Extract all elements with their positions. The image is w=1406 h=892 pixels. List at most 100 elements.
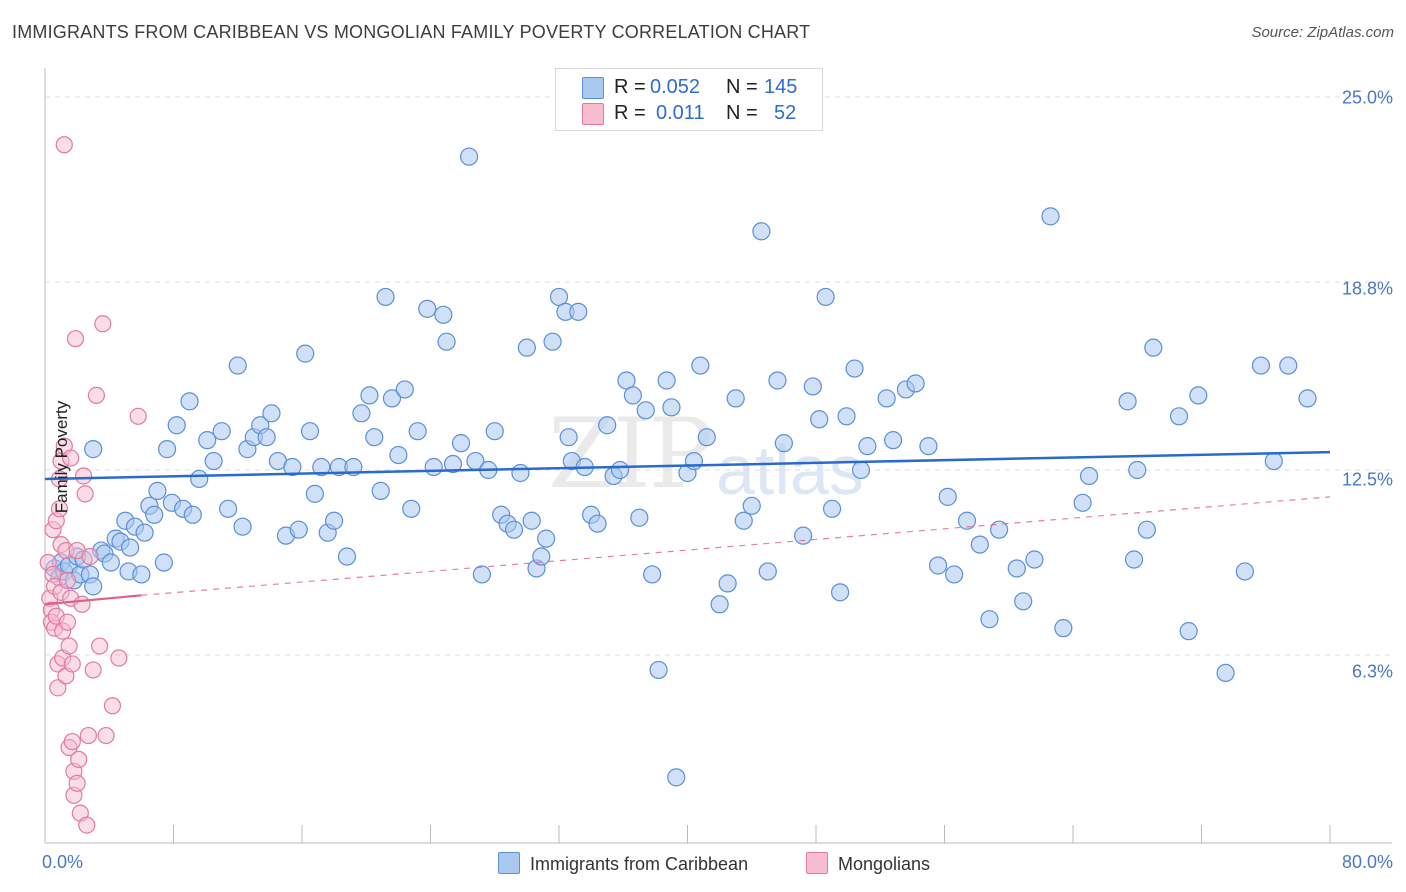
data-point-caribbean [289,520,308,539]
data-point-caribbean [522,511,541,530]
data-point-caribbean [395,380,414,399]
data-point-caribbean [636,401,655,420]
data-point-caribbean [504,520,524,539]
r-label: R = [614,102,646,124]
data-point-caribbean [691,356,710,375]
data-point-mongolian [94,315,112,333]
data-point-caribbean [135,523,154,542]
data-point-caribbean [472,565,491,584]
data-point-caribbean [376,287,395,307]
trend-line-mongolian [44,594,142,606]
y-tick-label: 25.0% [1341,87,1393,108]
data-point-caribbean [1128,460,1147,480]
data-point-caribbean [296,344,315,363]
data-point-caribbean [970,535,989,554]
data-point-caribbean [537,529,556,548]
n-label: N = [726,76,758,98]
data-point-mongolian [103,697,122,715]
data-point-caribbean [517,338,536,357]
legend-item-caribbean: Immigrants from Caribbean [498,852,748,875]
data-point-caribbean [1251,356,1271,375]
data-point-caribbean [928,556,948,575]
data-point-caribbean [300,422,320,441]
data-point-caribbean [145,505,164,524]
data-point-caribbean [662,398,681,417]
y-axis-label: Family Poverty [52,400,72,514]
data-point-caribbean [180,392,199,411]
stats-legend-row-caribbean: R = 0.052 N = 145 [582,76,812,102]
data-point-caribbean [101,553,120,572]
data-point-caribbean [157,440,177,459]
legend-label: Immigrants from Caribbean [530,854,749,874]
data-point-mongolian [74,467,93,485]
data-point-caribbean [312,457,331,477]
data-point-caribbean [1298,389,1317,408]
data-point-caribbean [667,768,686,787]
data-point-caribbean [1025,550,1044,569]
data-point-caribbean [167,416,186,435]
blue-swatch-icon [498,852,520,874]
r-value: 0.052 [650,76,701,98]
data-point-mongolian [79,726,97,745]
data-point-caribbean [408,422,427,441]
data-point-mongolian [97,726,115,745]
data-point-caribbean [402,499,421,518]
data-point-caribbean [434,305,453,324]
data-point-mongolian [87,386,106,404]
data-point-mongolian [68,774,86,792]
data-point-caribbean [803,377,822,396]
data-point-caribbean [623,386,642,405]
data-point-caribbean [919,437,938,456]
data-point-caribbean [1118,392,1137,411]
data-point-caribbean [657,371,676,390]
data-point-caribbean [1169,407,1189,426]
data-point-caribbean [382,389,402,408]
data-point-caribbean [649,660,668,680]
pink-swatch-icon [806,852,828,874]
data-point-caribbean [1235,562,1254,581]
data-point-caribbean [228,356,247,375]
data-point-mongolian [73,595,91,613]
data-point-caribbean [1216,663,1235,683]
data-point-caribbean [198,431,217,450]
data-point-caribbean [451,434,471,453]
data-point-mongolian [58,613,77,631]
data-point-caribbean [325,511,344,530]
data-point-caribbean [1007,559,1026,578]
data-point-caribbean [183,505,202,524]
trend-line-caribbean [44,450,1331,481]
data-point-caribbean [643,565,662,584]
data-point-caribbean [543,332,562,351]
data-point-caribbean [858,437,877,456]
data-point-caribbean [758,562,777,581]
data-point-caribbean [774,434,793,453]
data-point-caribbean [851,460,871,480]
data-point-caribbean [726,389,745,408]
data-point-caribbean [1264,451,1283,471]
chart-title: IMMIGRANTS FROM CARIBBEAN VS MONGOLIAN F… [12,22,811,42]
data-point-mongolian [49,679,67,697]
data-point-caribbean [1279,356,1298,375]
data-point-mongolian [76,485,94,503]
legend-label: Mongolians [838,854,931,874]
data-point-caribbean [816,287,835,307]
x-tick-label-min: 0.0% [42,852,84,872]
data-point-caribbean [1189,386,1208,405]
data-point-caribbean [132,565,151,584]
stats-legend: R = 0.052 N = 145 R = 0.011 N = 52 [555,68,823,131]
data-point-caribbean [84,440,103,459]
data-point-caribbean [532,547,551,566]
data-point-caribbean [906,374,925,393]
data-point-mongolian [66,330,85,348]
data-point-mongolian [129,407,147,425]
data-point-caribbean [938,487,957,506]
data-point-caribbean [365,428,384,447]
data-point-caribbean [742,496,761,515]
data-point-caribbean [1137,520,1156,539]
data-point-mongolian [91,637,109,655]
x-tick-label-max: 80.0% [1341,852,1393,872]
data-point-caribbean [121,538,140,557]
data-point-caribbean [1079,466,1099,486]
data-point-caribbean [154,553,173,572]
